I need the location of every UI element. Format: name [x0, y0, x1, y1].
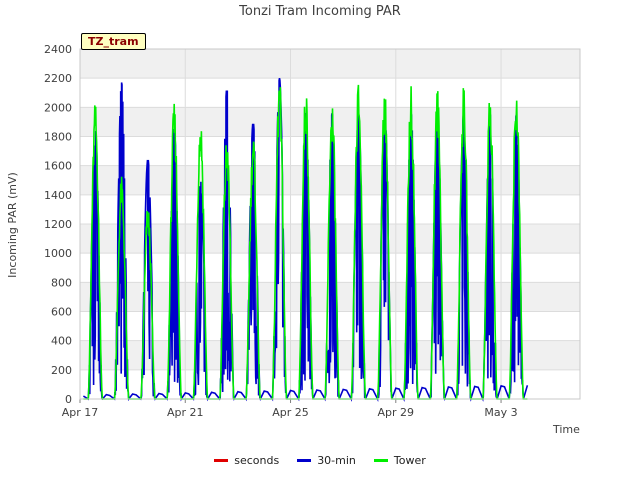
y-tick-label: 1800 [44, 131, 72, 144]
x-tick-label: May 3 [484, 406, 517, 419]
legend-label-30min: 30-min [317, 454, 356, 467]
x-tick-label: Apr 29 [378, 406, 415, 419]
legend-swatch-seconds [214, 459, 229, 462]
x-tick-label: Apr 17 [62, 406, 99, 419]
legend-swatch-30min [297, 459, 312, 462]
y-tick-label: 200 [51, 364, 72, 377]
legend: seconds 30-min Tower [0, 454, 640, 467]
y-tick-label: 400 [51, 335, 72, 348]
grid-band [80, 49, 580, 79]
y-tick-label: 2400 [44, 43, 72, 56]
x-axis-label: Time [553, 423, 580, 436]
grid-band [80, 107, 580, 137]
y-tick-label: 1400 [44, 189, 72, 202]
legend-label-tower: Tower [393, 454, 426, 467]
series-line-tower [83, 84, 528, 400]
site-tag: TZ_tram [81, 33, 146, 50]
plot-border [79, 48, 581, 400]
y-tick-label: 2000 [44, 101, 72, 114]
plot-area: 0 200 400 600 800 1000 1200 1400 1600 1800 2000 220… [44, 43, 581, 419]
legend-item-30min: 30-min [297, 454, 356, 467]
y-tick-label: 600 [51, 306, 72, 319]
legend-swatch-tower [373, 459, 388, 462]
x-tick-label: Apr 21 [167, 406, 204, 419]
legend-item-tower: Tower [373, 454, 426, 467]
y-tick-label: 800 [51, 276, 72, 289]
y-tick-label: 2200 [44, 72, 72, 85]
x-tick-label: Apr 25 [272, 406, 309, 419]
y-tick-label: 1000 [44, 247, 72, 260]
y-tick-label: 1600 [44, 160, 72, 173]
legend-item-seconds: seconds [214, 454, 279, 467]
y-tick-label: 0 [65, 393, 72, 406]
legend-label-seconds: seconds [234, 454, 280, 467]
y-tick-label: 1200 [44, 218, 72, 231]
chart-title: Tonzi Tram Incoming PAR [239, 4, 401, 19]
